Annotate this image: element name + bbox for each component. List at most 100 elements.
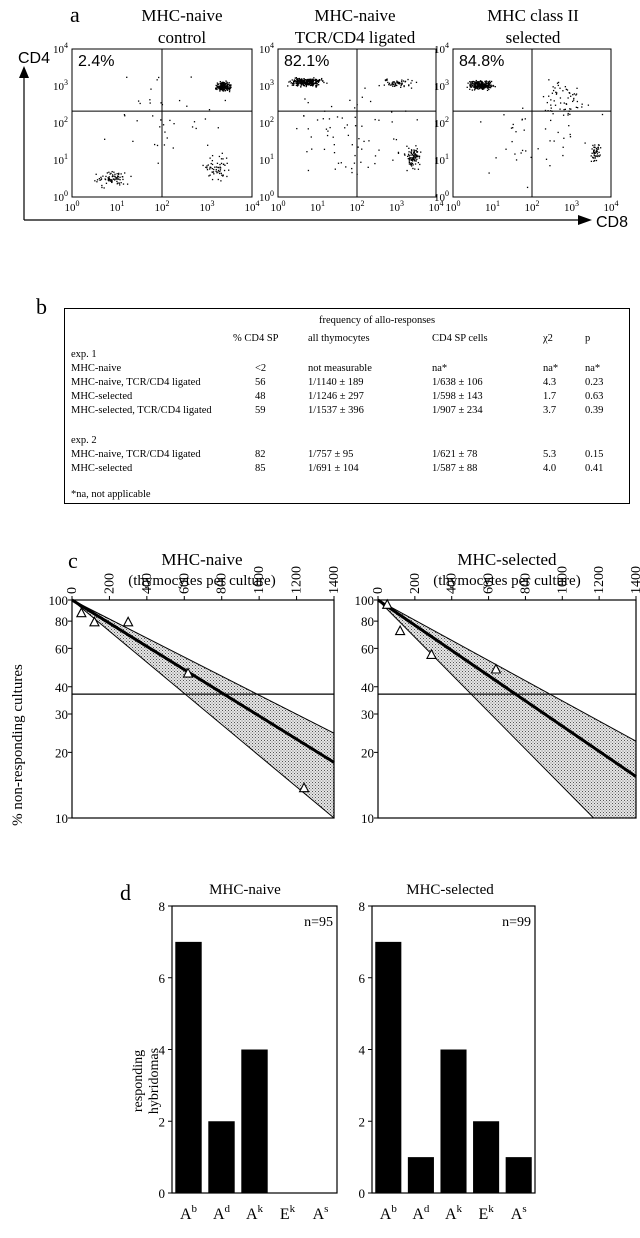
bar (473, 1121, 500, 1193)
chart-title: MHC-selected (457, 550, 557, 569)
y-tick-label: 102 (434, 115, 449, 130)
chart-ylabel: % non-responding cultures (10, 664, 26, 826)
y-tick-label: 103 (259, 78, 274, 93)
cell-cd4sp: <2 (255, 363, 267, 374)
y-tick-label: 6 (159, 971, 166, 986)
band-lower-line (71, 599, 335, 819)
bar (505, 1157, 532, 1193)
cell-all-thymocytes: 1/757 ± 95 (308, 449, 354, 460)
y-tick-label: 104 (53, 41, 68, 56)
flow-plot-title-line1: MHC-naive (314, 6, 395, 25)
band-lower-line (377, 599, 594, 819)
y-tick-label: 8 (159, 899, 166, 914)
y-tick-label: 80 (361, 614, 374, 629)
y-tick-label: 20 (361, 745, 374, 760)
y-tick-label: 2 (159, 1114, 166, 1129)
x-tick-label: 100 (446, 199, 461, 214)
row-name: MHC-selected (71, 463, 133, 474)
bar (375, 941, 402, 1193)
category-label: Ek (478, 1203, 494, 1223)
cd8-axis-arrow (578, 215, 592, 225)
y-tick-label: 101 (259, 152, 274, 167)
limiting-dilution-chart: MHC-naive (thymocytes per culture) 0 200 400… (10, 550, 342, 826)
x-tick-label: 400 (445, 573, 460, 594)
x-tick-label: 102 (350, 199, 365, 214)
cell-p: 0.41 (585, 463, 604, 474)
chart-xlabel: (thymocytes per culture) (128, 573, 275, 589)
cell-cd4sp: 59 (255, 405, 266, 416)
x-tick-label: 100 (65, 199, 80, 214)
x-tick-label: 400 (140, 573, 155, 594)
cell-p: 0.15 (585, 449, 604, 460)
y-tick-label: 103 (53, 78, 68, 93)
experiment-label: exp. 1 (71, 349, 97, 360)
chart-title: MHC-naive (161, 550, 242, 569)
bar (175, 941, 202, 1193)
panel-d-letter: d (120, 880, 131, 905)
y-tick-label: 2 (359, 1114, 366, 1129)
category-label: As (511, 1203, 527, 1223)
x-tick-label: 104 (604, 199, 619, 214)
cell-all-thymocytes: 1/1140 ± 189 (308, 377, 364, 388)
chart-xlabel: (thymocytes per culture) (433, 573, 580, 589)
hybridoma-bar-chart: MHC-selected n=99 0 2 4 6 8 Ab Ad Ak Ek As (359, 882, 536, 1223)
cd4-axis-label: CD4 (18, 50, 50, 67)
table-footnote: *na, not applicable (71, 489, 151, 500)
category-label: Ak (246, 1203, 264, 1223)
sample-size-annotation: n=95 (304, 915, 333, 930)
x-tick-label: 1200 (592, 566, 607, 594)
data-point-triangle (182, 667, 194, 678)
chart-frame (71, 599, 335, 819)
frequency-header: frequency of allo-responses (319, 315, 436, 326)
y-tick-label: 40 (361, 680, 374, 695)
cell-cd4sp: 56 (255, 377, 266, 388)
x-tick-label: 101 (485, 199, 500, 214)
cell-cd4-cells: 1/598 ± 143 (432, 391, 483, 402)
y-tick-label: 100 (49, 593, 69, 608)
panel-d-bar-charts: MHC-naive n=95 0 2 4 6 8 Ab Ad Ak Ek As respondinghy… (131, 882, 536, 1223)
flow-plot-title-line2: TCR/CD4 ligated (295, 28, 416, 47)
fit-line (71, 598, 335, 764)
x-tick-label: 102 (525, 199, 540, 214)
chart-title: MHC-selected (406, 882, 494, 898)
cell-chi2: na* (543, 363, 559, 374)
flow-plot-title-line2: selected (506, 28, 561, 47)
category-label: Ad (412, 1203, 430, 1223)
cell-all-thymocytes: 1/1246 ± 297 (308, 391, 364, 402)
column-header: p (585, 333, 591, 344)
y-tick-label: 101 (53, 152, 68, 167)
category-label: Ad (213, 1203, 231, 1223)
bar (440, 1049, 467, 1193)
y-tick-label: 100 (53, 189, 68, 204)
data-point-triangle (89, 616, 100, 627)
y-tick-label: 104 (259, 41, 274, 56)
x-tick-label: 1000 (555, 566, 570, 594)
y-tick-label: 4 (359, 1043, 366, 1058)
chart-title: MHC-naive (209, 882, 281, 898)
x-tick-label: 600 (482, 573, 497, 594)
x-tick-label: 104 (429, 199, 444, 214)
row-name: MHC-naive, TCR/CD4 ligated (71, 377, 201, 388)
column-header: all thymocytes (308, 333, 370, 344)
y-tick-label: 0 (159, 1186, 166, 1201)
y-tick-label: 10 (361, 811, 374, 826)
cell-cd4-cells: 1/907 ± 234 (432, 405, 483, 416)
y-tick-label: 80 (55, 614, 68, 629)
x-tick-label: 0 (371, 587, 386, 594)
fit-line (377, 598, 637, 778)
x-tick-label: 200 (408, 573, 423, 594)
flow-events (94, 76, 232, 189)
x-tick-label: 100 (271, 199, 286, 214)
cell-p: 0.63 (585, 391, 604, 402)
cell-chi2: 4.0 (543, 463, 557, 474)
panel-a-letter: a (70, 2, 80, 27)
x-tick-label: 1200 (290, 566, 305, 594)
panel-c-letter: c (68, 548, 78, 573)
band-upper-line (377, 599, 637, 742)
category-label: As (313, 1203, 329, 1223)
y-tick-label: 100 (259, 189, 274, 204)
data-point-triangle (394, 624, 406, 636)
row-name: MHC-selected (71, 391, 133, 402)
row-name: MHC-naive, TCR/CD4 ligated (71, 449, 201, 460)
bar (241, 1049, 268, 1193)
